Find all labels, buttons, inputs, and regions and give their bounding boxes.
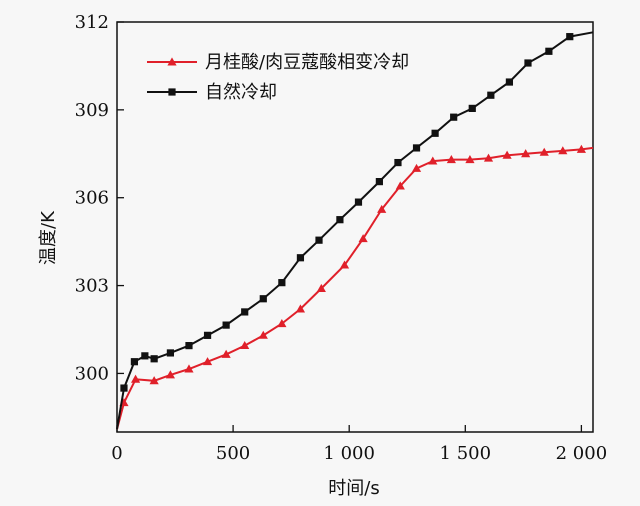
data-point xyxy=(166,349,175,357)
x-axis: 0 500 1 000 1 500 2 000 xyxy=(111,425,607,464)
data-point xyxy=(150,355,158,363)
x-tick-label: 1 500 xyxy=(440,443,492,464)
data-point xyxy=(316,283,326,292)
data-point xyxy=(505,78,514,86)
data-point xyxy=(354,198,363,206)
data-point xyxy=(483,153,494,162)
data-point xyxy=(521,149,531,158)
x-tick-label: 2 000 xyxy=(556,443,608,464)
y-axis: 300 303 306 309 312 xyxy=(75,12,124,384)
legend-item: 自然冷却 xyxy=(147,82,277,103)
legend-label: 月桂酸/肉豆蔻酸相变冷却 xyxy=(205,52,409,73)
data-point xyxy=(358,234,368,243)
data-point xyxy=(315,236,323,244)
data-point xyxy=(576,144,586,153)
data-point xyxy=(141,352,149,360)
data-point xyxy=(566,33,574,41)
data-point xyxy=(278,279,286,287)
data-point xyxy=(185,342,193,350)
data-point xyxy=(149,376,159,385)
data-point xyxy=(130,358,139,366)
data-point xyxy=(468,104,476,112)
data-point xyxy=(431,129,439,137)
data-point xyxy=(295,304,306,313)
data-point xyxy=(446,155,456,164)
data-point xyxy=(487,91,495,99)
data-point xyxy=(296,254,305,262)
data-point xyxy=(524,59,532,67)
series-1 xyxy=(116,144,594,430)
data-point xyxy=(545,47,553,55)
data-point xyxy=(203,331,212,339)
data-point xyxy=(221,349,231,358)
data-point xyxy=(277,319,287,328)
y-tick-label: 306 xyxy=(75,188,109,209)
data-point xyxy=(395,181,405,190)
data-point xyxy=(394,158,402,167)
data-point xyxy=(336,216,344,224)
y-tick-label: 309 xyxy=(75,100,109,121)
data-point xyxy=(259,295,267,303)
data-point xyxy=(339,260,350,269)
data-point xyxy=(241,308,249,316)
data-point xyxy=(130,374,141,383)
data-point xyxy=(222,321,230,329)
y-tick-label: 303 xyxy=(75,276,109,297)
data-point xyxy=(202,357,213,366)
legend-item: 月桂酸/肉豆蔻酸相变冷却 xyxy=(147,52,409,73)
series-2 xyxy=(116,31,594,430)
plot-border xyxy=(116,21,594,433)
y-tick-label: 312 xyxy=(75,12,109,33)
data-point xyxy=(558,146,568,155)
x-axis-title: 时间/s xyxy=(328,478,379,499)
data-point xyxy=(539,147,549,156)
legend-label: 自然冷却 xyxy=(205,82,277,103)
x-tick-label: 0 xyxy=(111,443,122,464)
data-point xyxy=(412,144,421,152)
data-point xyxy=(411,163,422,172)
data-point xyxy=(465,155,475,164)
data-point xyxy=(428,156,438,165)
data-point xyxy=(375,178,383,186)
series-layer xyxy=(116,31,594,430)
x-tick-label: 1 000 xyxy=(323,443,375,464)
plot-frame xyxy=(116,21,594,433)
data-point xyxy=(165,370,176,379)
series-line xyxy=(116,146,594,430)
data-point xyxy=(240,341,250,350)
data-point xyxy=(258,330,268,339)
data-point xyxy=(184,364,194,373)
y-axis-title: 温度/K xyxy=(38,210,59,265)
legend-marker xyxy=(167,57,177,66)
data-point xyxy=(450,113,458,121)
data-point xyxy=(377,204,387,213)
data-point xyxy=(120,384,128,392)
y-tick-label: 300 xyxy=(75,363,109,384)
legend-marker xyxy=(168,88,176,96)
x-tick-label: 500 xyxy=(216,443,250,464)
series-line xyxy=(116,31,594,430)
data-point xyxy=(502,150,512,159)
